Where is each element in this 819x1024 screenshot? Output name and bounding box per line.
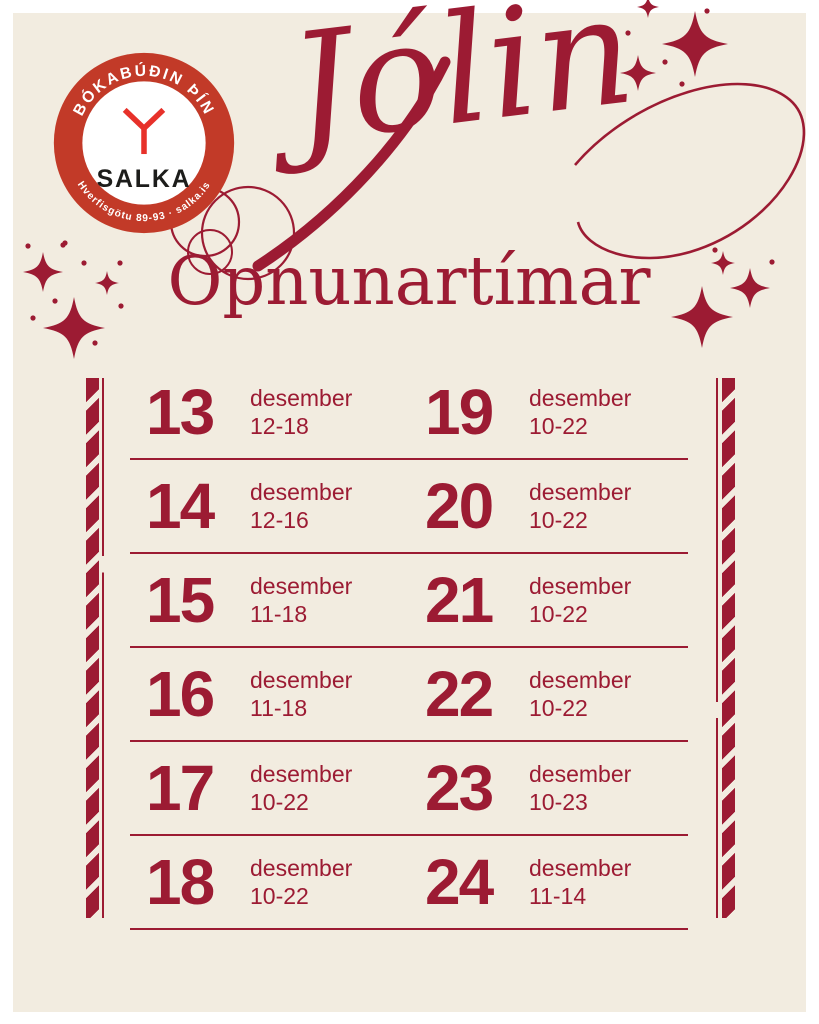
salka-y-mark-icon <box>122 107 166 155</box>
day-number: 17 <box>146 752 215 824</box>
day-number: 13 <box>146 376 215 448</box>
candy-cane-line-right <box>716 378 718 918</box>
day-number: 14 <box>146 470 215 542</box>
schedule-entry: 24 desember 11-14 <box>409 850 688 914</box>
schedule-entry: 17 desember 10-22 <box>130 756 409 820</box>
schedule-row: 18 desember 10-22 24 desember 11-14 <box>130 836 688 930</box>
schedule-entry: 22 desember 10-22 <box>409 662 688 726</box>
salka-logo: BÓKABÚÐIN ÞÍN Hverfisgötu 89-93 · salka.… <box>52 51 236 235</box>
month-label: desember <box>529 666 632 693</box>
hours-value: 11-18 <box>250 695 308 721</box>
hours-value: 12-18 <box>250 413 309 439</box>
hours-value: 10-22 <box>529 507 588 533</box>
candy-cane-line-left <box>102 378 104 918</box>
hours-value: 10-22 <box>250 883 309 909</box>
month-label: desember <box>529 384 632 411</box>
hours-value: 10-22 <box>529 413 588 439</box>
schedule-entry: 15 desember 11-18 <box>130 568 409 632</box>
month-label: desember <box>250 760 353 787</box>
month-label: desember <box>529 478 632 505</box>
subtitle-opnunartimar: Opnunartímar <box>167 242 651 320</box>
month-label: desember <box>250 478 353 505</box>
hours-value: 10-23 <box>529 789 588 815</box>
day-number: 16 <box>146 658 215 730</box>
day-number: 20 <box>425 470 494 542</box>
schedule-entry: 21 desember 10-22 <box>409 568 688 632</box>
schedule-entry: 18 desember 10-22 <box>130 850 409 914</box>
hours-value: 10-22 <box>250 789 309 815</box>
hours-value: 10-22 <box>529 695 588 721</box>
month-label: desember <box>529 572 632 599</box>
month-label: desember <box>529 854 632 881</box>
opening-hours-schedule: 13 desember 12-18 19 desember 10-22 14 d… <box>130 366 688 930</box>
day-number: 19 <box>425 376 494 448</box>
schedule-row: 17 desember 10-22 23 desember 10-23 <box>130 742 688 836</box>
day-number: 24 <box>425 846 494 918</box>
hours-value: 11-18 <box>250 601 308 627</box>
hours-value: 10-22 <box>529 601 588 627</box>
logo-wordmark: SALKA <box>97 166 192 193</box>
day-number: 15 <box>146 564 215 636</box>
month-label: desember <box>250 572 353 599</box>
day-number: 22 <box>425 658 494 730</box>
month-label: desember <box>250 384 353 411</box>
hours-value: 12-16 <box>250 507 309 533</box>
candy-cane-bar-left <box>86 378 99 918</box>
schedule-row: 14 desember 12-16 20 desember 10-22 <box>130 460 688 554</box>
month-label: desember <box>250 666 353 693</box>
schedule-entry: 20 desember 10-22 <box>409 474 688 538</box>
schedule-row: 13 desember 12-18 19 desember 10-22 <box>130 366 688 460</box>
schedule-entry: 19 desember 10-22 <box>409 380 688 444</box>
schedule-entry: 23 desember 10-23 <box>409 756 688 820</box>
day-number: 18 <box>146 846 215 918</box>
day-number: 23 <box>425 752 494 824</box>
month-label: desember <box>529 760 632 787</box>
hours-value: 11-14 <box>529 883 587 909</box>
candy-cane-bar-right <box>722 378 735 918</box>
schedule-entry: 16 desember 11-18 <box>130 662 409 726</box>
schedule-row: 15 desember 11-18 21 desember 10-22 <box>130 554 688 648</box>
schedule-row: 16 desember 11-18 22 desember 10-22 <box>130 648 688 742</box>
day-number: 21 <box>425 564 494 636</box>
month-label: desember <box>250 854 353 881</box>
schedule-entry: 14 desember 12-16 <box>130 474 409 538</box>
schedule-entry: 13 desember 12-18 <box>130 380 409 444</box>
